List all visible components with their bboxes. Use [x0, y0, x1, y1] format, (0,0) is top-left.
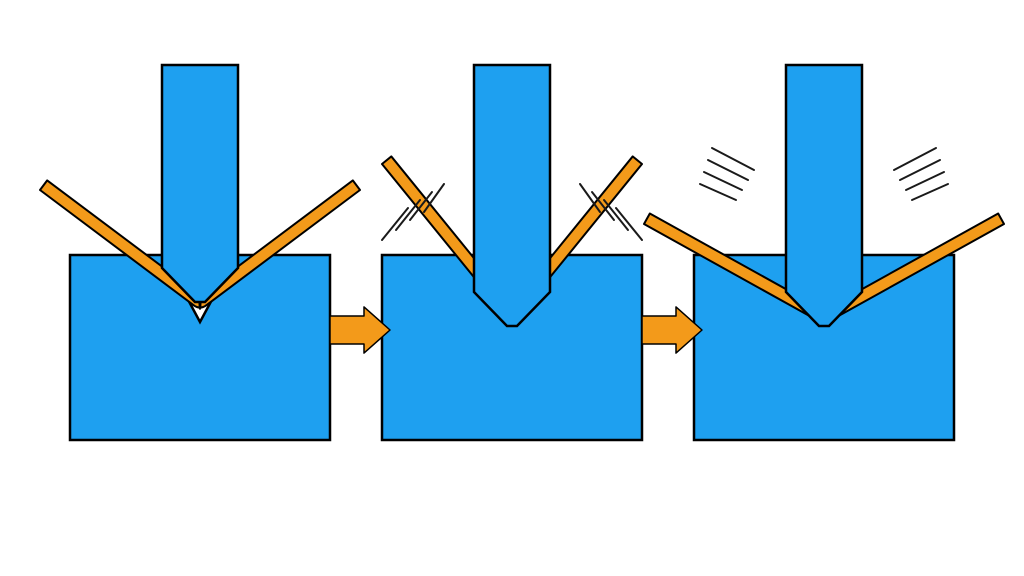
punch	[162, 65, 238, 302]
stage-stage1	[40, 65, 360, 440]
motion-line	[894, 148, 936, 170]
stage-stage2	[382, 65, 642, 440]
motion-line	[700, 184, 736, 200]
motion-line	[712, 148, 754, 170]
punch	[474, 65, 550, 326]
bending-process-diagram	[0, 0, 1024, 576]
motion-line	[912, 184, 948, 200]
motion-line	[616, 208, 642, 240]
motion-line	[396, 200, 420, 230]
stage-stage3	[644, 65, 1004, 440]
motion-line	[604, 200, 628, 230]
punch	[786, 65, 862, 326]
motion-line	[382, 208, 408, 240]
